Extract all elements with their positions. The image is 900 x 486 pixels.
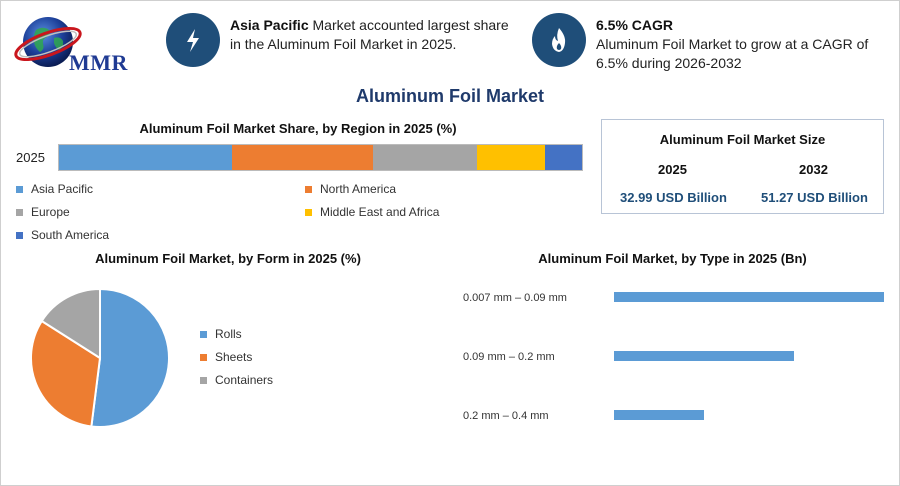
stack-category-label: 2025 bbox=[16, 150, 45, 165]
form-chart-title: Aluminum Foil Market, by Form in 2025 (%… bbox=[95, 251, 361, 266]
legend-swatch bbox=[200, 330, 207, 338]
legend-label: Rolls bbox=[215, 327, 242, 341]
form-pie-chart bbox=[30, 288, 170, 428]
highlight-region-text: Market accounted largest share in the Al… bbox=[230, 17, 509, 52]
pie-slice-containers bbox=[40, 288, 101, 360]
legend-north-america: North America bbox=[305, 182, 396, 196]
type-bar bbox=[614, 292, 884, 302]
legend-swatch bbox=[305, 185, 312, 193]
legend-swatch bbox=[200, 353, 207, 361]
legend-swatch bbox=[16, 208, 23, 216]
pie-legend-sheets: Sheets bbox=[200, 350, 252, 364]
legend-label: Containers bbox=[215, 373, 274, 387]
legend-mea: Middle East and Africa bbox=[305, 205, 439, 219]
globe-icon bbox=[14, 17, 82, 67]
legend-europe: Europe bbox=[16, 205, 70, 219]
legend-swatch bbox=[16, 185, 23, 193]
pie-legend-containers: Containers bbox=[200, 373, 273, 387]
legend-swatch bbox=[305, 208, 312, 216]
market-size-title: Aluminum Foil Market Size bbox=[659, 132, 826, 147]
stack-segment-asia-pacific bbox=[59, 145, 232, 170]
type-bar bbox=[614, 410, 704, 420]
highlight-region: Asia Pacific Market accounted largest sh… bbox=[230, 16, 520, 54]
pie-slice-rolls bbox=[90, 288, 170, 428]
stack-segment-middle-east-and-africa bbox=[477, 145, 546, 170]
mmr-logo: MMR bbox=[14, 8, 144, 80]
market-size-box: Aluminum Foil Market Size 2025 2032 32.9… bbox=[601, 119, 884, 214]
pie-legend-rolls: Rolls bbox=[200, 327, 242, 341]
type-bar-chart: 0.007 mm – 0.09 mm 0.09 mm – 0.2 mm 0.2 mm… bbox=[463, 292, 884, 422]
market-size-year-2032: 2032 bbox=[799, 162, 828, 177]
market-size-value-2032: 51.27 USD Billion bbox=[761, 190, 868, 205]
legend-swatch bbox=[16, 231, 23, 239]
main-title: Aluminum Foil Market bbox=[355, 86, 544, 106]
legend-asia-pacific: Asia Pacific bbox=[16, 182, 93, 196]
type-category-label: 0.09 mm – 0.2 mm bbox=[463, 351, 555, 363]
legend-label: Europe bbox=[31, 205, 70, 219]
stack-segment-europe bbox=[372, 145, 478, 170]
type-chart-title: Aluminum Foil Market, by Type in 2025 (B… bbox=[538, 251, 807, 266]
highlight-cagr: 6.5% CAGR Aluminum Foil Market to grow a… bbox=[596, 16, 886, 73]
market-size-value-2025: 32.99 USD Billion bbox=[620, 190, 727, 205]
legend-swatch bbox=[200, 376, 207, 384]
lightning-icon bbox=[166, 13, 220, 67]
flame-icon bbox=[532, 13, 586, 67]
legend-label: North America bbox=[320, 182, 397, 196]
highlight-cagr-bold: 6.5% CAGR bbox=[596, 17, 674, 33]
legend-label: Middle East and Africa bbox=[320, 205, 440, 219]
legend-label: South America bbox=[31, 228, 110, 242]
type-bar bbox=[614, 351, 794, 361]
market-size-year-2025: 2025 bbox=[658, 162, 687, 177]
highlight-region-bold: Asia Pacific bbox=[230, 17, 309, 33]
legend-label: Asia Pacific bbox=[31, 182, 94, 196]
type-category-label: 0.2 mm – 0.4 mm bbox=[463, 410, 549, 422]
stack-segment-south-america bbox=[545, 145, 582, 170]
region-chart-title: Aluminum Foil Market Share, by Region in… bbox=[139, 121, 457, 136]
legend-label: Sheets bbox=[215, 350, 253, 364]
type-category-label: 0.007 mm – 0.09 mm bbox=[463, 292, 567, 304]
legend-south-america: South America bbox=[16, 228, 109, 242]
region-stacked-bar bbox=[58, 144, 583, 171]
highlight-cagr-text: Aluminum Foil Market to grow at a CAGR o… bbox=[596, 36, 869, 71]
stack-segment-north-america bbox=[231, 145, 373, 170]
logo-text: MMR bbox=[69, 50, 128, 75]
